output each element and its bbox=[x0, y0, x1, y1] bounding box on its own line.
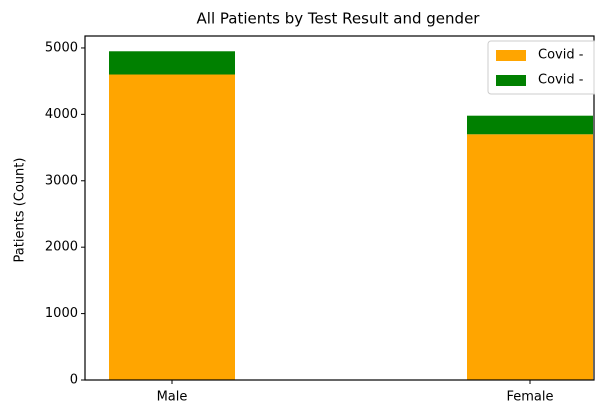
bar-segment bbox=[109, 74, 235, 381]
x-tick-label: Female bbox=[506, 390, 553, 405]
chart-title: All Patients by Test Result and gender bbox=[197, 10, 481, 28]
bar-segment bbox=[109, 51, 235, 75]
y-tick-label: 2000 bbox=[45, 240, 78, 255]
legend-label: Covid - bbox=[538, 73, 584, 88]
y-tick-label: 4000 bbox=[45, 107, 78, 122]
legend-swatch bbox=[496, 75, 526, 86]
y-axis-label: Patients (Count) bbox=[13, 158, 28, 263]
legend-swatch bbox=[496, 50, 526, 61]
legend-label: Covid - bbox=[538, 48, 584, 63]
bar-segment bbox=[467, 115, 593, 135]
x-tick-label: Male bbox=[157, 390, 188, 405]
plot-frame bbox=[84, 35, 595, 381]
y-tick-label: 5000 bbox=[45, 40, 78, 55]
bar-segment bbox=[467, 134, 593, 380]
y-tick-label: 1000 bbox=[45, 306, 78, 321]
y-tick-label: 0 bbox=[70, 373, 78, 388]
y-tick-label: 3000 bbox=[45, 173, 78, 188]
